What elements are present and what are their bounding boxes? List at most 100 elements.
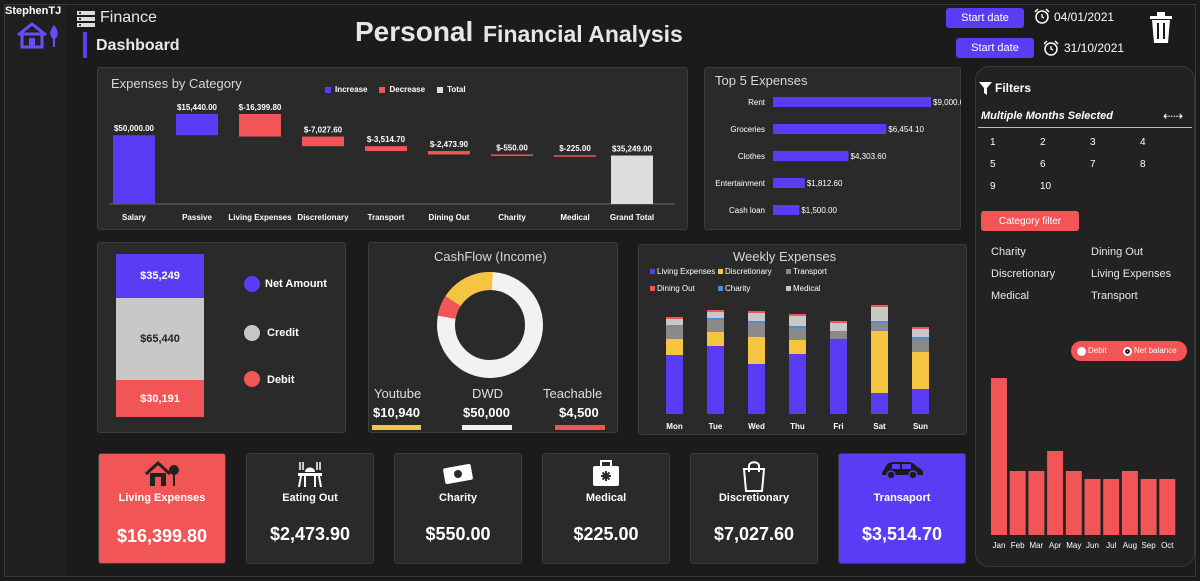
monthly-bar-jul — [1103, 479, 1120, 535]
card-value: $16,399.80 — [116, 526, 208, 546]
weekly-bar-segment — [912, 340, 929, 352]
top5-category-label: Entertainment — [715, 179, 766, 188]
waterfall-value-label: $-3,514.70 — [367, 135, 406, 144]
waterfall-value-label: $35,249.00 — [612, 145, 653, 154]
summary-card-eating-out[interactable]: Eating Out $2,473.90 — [246, 453, 374, 564]
month-option-4[interactable]: 4 — [1140, 137, 1146, 148]
month-option-7[interactable]: 7 — [1090, 159, 1096, 170]
waterfall-category-label: Dining Out — [429, 213, 470, 222]
net-amount-segment: $35,249 — [116, 254, 204, 298]
card-label: Charity — [439, 492, 477, 504]
weekly-legend-living-expenses: Living Expenses — [657, 267, 715, 276]
card-value: $7,027.60 — [713, 524, 795, 544]
multi-select-icon[interactable]: ⇠⇢ — [1163, 109, 1184, 123]
radio-net-balance[interactable] — [1123, 347, 1132, 356]
category-option-medical[interactable]: Medical — [991, 290, 1029, 302]
waterfall-bar-grand-total — [611, 155, 653, 204]
weekly-legend-discretionary: Discretionary — [725, 267, 772, 276]
summary-card-medical[interactable]: Medical $225.00 — [542, 453, 670, 564]
card-value: $3,514.70 — [861, 524, 943, 544]
weekly-bar-segment — [871, 321, 888, 323]
radio-debit-label: Debit — [1088, 346, 1107, 355]
weekly-day-label: Thu — [790, 422, 805, 431]
cashflow-donut — [437, 272, 543, 378]
sidebar — [5, 5, 67, 576]
monthly-axis-label: Oct — [1161, 541, 1174, 550]
legend-dot-net — [244, 276, 260, 292]
waterfall-bar-passive — [176, 114, 218, 136]
filters-title: Filters — [995, 81, 1032, 95]
monthly-axis-label: Feb — [1011, 541, 1025, 550]
waterfall-value-label: $-16,399.80 — [239, 103, 282, 112]
legend-debit: Debit — [267, 374, 295, 386]
waterfall-category-label: Salary — [122, 213, 147, 222]
monthly-axis-label: Mar — [1030, 541, 1044, 550]
category-option-transport[interactable]: Transport — [1091, 290, 1138, 302]
weekly-bar-segment — [789, 340, 806, 354]
legend-dot-debit — [244, 371, 260, 387]
month-option-2[interactable]: 2 — [1040, 137, 1046, 148]
source-name-dwd: DWD — [472, 386, 504, 401]
shopping-bag-icon — [741, 460, 767, 497]
waterfall-value-label: $-550.00 — [496, 143, 528, 152]
summary-card-transaport[interactable]: Transaport $3,514.70 — [838, 453, 966, 564]
months-filter-header[interactable] — [978, 108, 1192, 128]
weekly-bar-segment — [830, 331, 847, 339]
waterfall-value-label: $50,000.00 — [114, 124, 155, 133]
category-option-living-expenses[interactable]: Living Expenses — [1091, 268, 1172, 280]
house-icon — [144, 460, 180, 493]
waterfall-bar-discretionary — [302, 136, 344, 147]
weekly-bar-segment — [748, 313, 765, 321]
month-option-6[interactable]: 6 — [1040, 159, 1046, 170]
weekly-bar-segment — [666, 339, 683, 355]
month-option-5[interactable]: 5 — [990, 159, 996, 170]
month-option-1[interactable]: 1 — [990, 137, 996, 148]
summary-card-discretionary[interactable]: Discretionary $7,027.60 — [690, 453, 818, 564]
legend-decrease: Decrease — [389, 85, 426, 94]
weekly-bar-segment — [789, 328, 806, 340]
weekly-bar-segment — [666, 325, 683, 339]
waterfall-bar-transport — [365, 146, 407, 152]
home-logo-icon[interactable] — [16, 21, 60, 49]
category-option-charity[interactable]: Charity — [991, 246, 1026, 258]
month-option-3[interactable]: 3 — [1090, 137, 1096, 148]
monthly-axis-label: May — [1066, 541, 1081, 550]
weekly-day-label: Wed — [748, 422, 765, 431]
waterfall-bar-living-expenses — [239, 114, 281, 137]
source-name-youtube: Youtube — [374, 386, 422, 401]
legend-net-amount: Net Amount — [265, 278, 327, 290]
weekly-bar-segment — [707, 346, 724, 414]
start-date-button-2[interactable]: Start date — [956, 38, 1034, 58]
month-option-10[interactable]: 10 — [1040, 181, 1052, 192]
weekly-bar-segment — [871, 393, 888, 414]
top5-bar-cash-loan — [773, 205, 800, 215]
money-icon — [442, 460, 474, 491]
category-option-dining-out[interactable]: Dining Out — [1091, 246, 1143, 258]
user-name: StephenTJ — [5, 5, 62, 17]
radio-debit[interactable] — [1077, 347, 1086, 356]
summary-card-charity[interactable]: Charity $550.00 — [394, 453, 522, 564]
card-label: Eating Out — [282, 492, 338, 504]
weekly-bar-segment — [789, 326, 806, 328]
summary-card-living-expenses[interactable]: Living Expenses $16,399.80 — [98, 453, 226, 564]
category-filter-button[interactable]: Category filter — [981, 211, 1079, 231]
category-option-discretionary[interactable]: Discretionary — [991, 268, 1056, 280]
weekly-bar-cap — [912, 327, 929, 329]
month-option-9[interactable]: 9 — [990, 181, 996, 192]
trash-icon[interactable] — [1149, 12, 1173, 44]
start-date-value-1[interactable]: 04/01/2021 — [1054, 10, 1115, 24]
weekly-bar-cap — [748, 311, 765, 313]
weekly-bar-segment — [666, 355, 683, 414]
start-date-button-1[interactable]: Start date — [946, 8, 1024, 28]
waterfall-category-label: Grand Total — [610, 213, 654, 222]
alarm-clock-icon — [1043, 40, 1059, 56]
debit-segment: $30,191 — [116, 380, 204, 417]
month-option-8[interactable]: 8 — [1140, 159, 1146, 170]
start-date-value-2[interactable]: 31/10/2021 — [1064, 41, 1125, 55]
monthly-bar-jan — [991, 378, 1007, 535]
monthly-bar-jun — [1084, 479, 1101, 535]
monthly-axis-label: Jul — [1106, 541, 1116, 550]
source-bar-dwd — [462, 425, 512, 430]
monthly-bar-apr — [1047, 451, 1064, 535]
weekly-bar-segment — [912, 389, 929, 414]
